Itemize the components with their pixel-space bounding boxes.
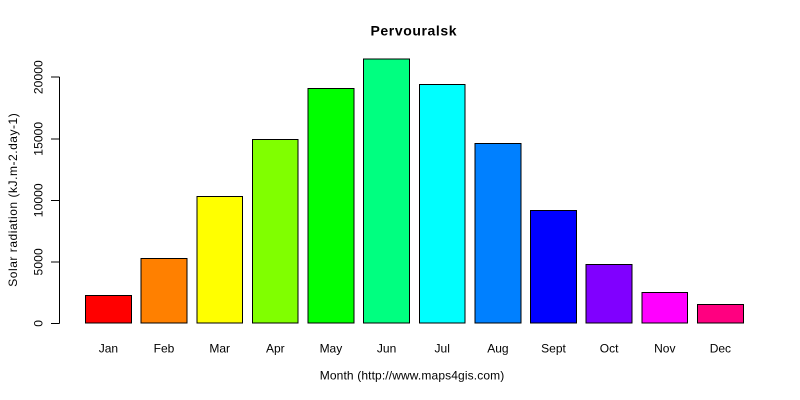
svg-text:Pervouralsk: Pervouralsk xyxy=(371,23,457,39)
svg-text:Mar: Mar xyxy=(209,342,230,356)
svg-text:0: 0 xyxy=(32,320,46,327)
svg-text:20000: 20000 xyxy=(32,60,46,94)
svg-text:10000: 10000 xyxy=(32,183,46,217)
svg-text:Feb: Feb xyxy=(154,342,175,356)
svg-text:Nov: Nov xyxy=(654,342,675,356)
svg-text:May: May xyxy=(320,342,343,356)
svg-text:Aug: Aug xyxy=(487,342,508,356)
svg-text:Jun: Jun xyxy=(377,342,396,356)
svg-text:5000: 5000 xyxy=(32,248,46,275)
svg-text:Jul: Jul xyxy=(435,342,450,356)
svg-text:Sept: Sept xyxy=(541,342,566,356)
svg-text:Apr: Apr xyxy=(266,342,285,356)
svg-text:Dec: Dec xyxy=(710,342,731,356)
svg-text:15000: 15000 xyxy=(32,122,46,156)
svg-text:Solar radiation (kJ.m-2.day-1): Solar radiation (kJ.m-2.day-1) xyxy=(6,113,20,287)
svg-text:Month (http://www.maps4gis.com: Month (http://www.maps4gis.com) xyxy=(320,369,505,383)
svg-text:Jan: Jan xyxy=(99,342,118,356)
svg-text:Oct: Oct xyxy=(600,342,619,356)
